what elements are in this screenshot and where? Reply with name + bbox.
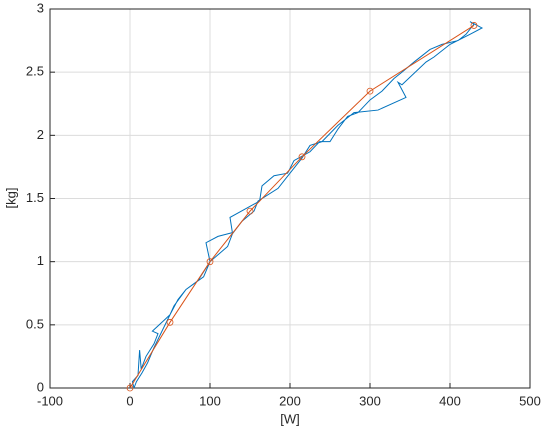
y-tick-label: 2: [37, 127, 44, 142]
marker: [366, 87, 374, 95]
x-tick-label: 500: [519, 393, 541, 408]
marker: [206, 258, 214, 266]
marker: [298, 153, 306, 161]
x-tick-label: 200: [279, 393, 301, 408]
y-tick-label: 0: [37, 379, 44, 394]
x-tick-label: 0: [126, 393, 133, 408]
marker: [166, 318, 174, 326]
x-tick-label: -100: [37, 393, 63, 408]
x-tick-label: 300: [359, 393, 381, 408]
y-tick-label: 3: [37, 0, 44, 15]
y-tick-label: 1: [37, 253, 44, 268]
marker: [126, 384, 134, 392]
y-axis-label: [kg]: [3, 188, 18, 209]
y-tick-label: 1.5: [26, 190, 44, 205]
marker: [470, 22, 478, 29]
x-axis-label: [W]: [280, 411, 300, 426]
x-tick-label: 400: [439, 393, 461, 408]
axes-box: [49, 8, 531, 389]
y-tick-label: 0.5: [26, 316, 44, 331]
series-line: [129, 25, 475, 389]
marker: [246, 207, 254, 215]
y-tick-label: 2.5: [26, 64, 44, 79]
x-tick-label: 100: [199, 393, 221, 408]
